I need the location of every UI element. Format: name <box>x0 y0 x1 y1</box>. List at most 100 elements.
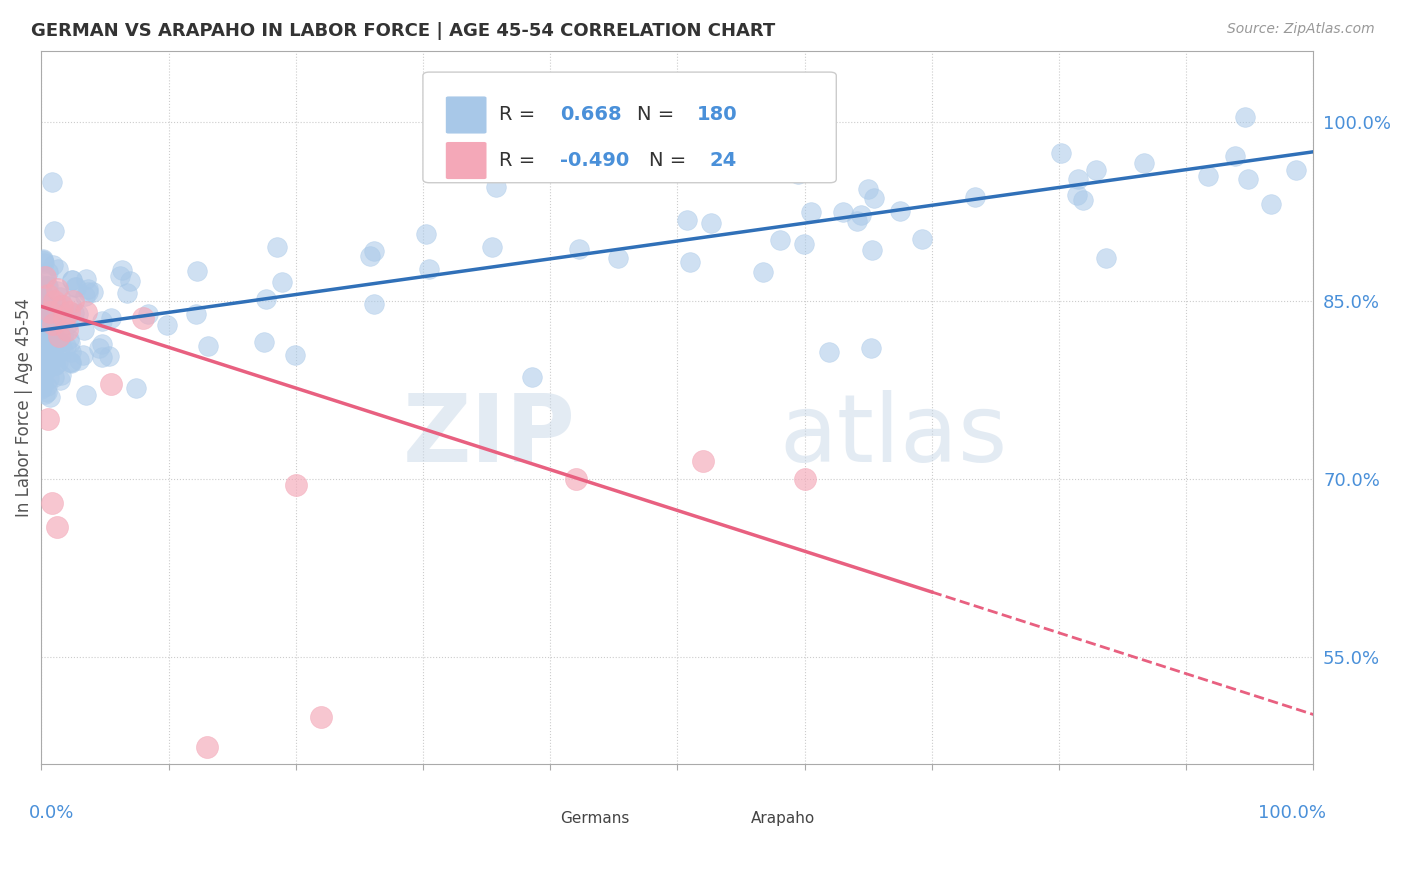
Point <box>1132 156 1154 170</box>
Point <box>30 325 52 339</box>
Point <box>34 269 56 284</box>
Point <box>32 326 55 340</box>
Point <box>77 285 100 299</box>
Point <box>679 255 702 269</box>
Point <box>63 306 86 320</box>
Text: ZIP: ZIP <box>402 390 575 482</box>
Point <box>44 305 66 319</box>
Point <box>38 358 60 372</box>
FancyBboxPatch shape <box>446 96 486 134</box>
Point <box>73 289 96 303</box>
Point <box>793 237 815 252</box>
Point <box>607 251 630 265</box>
Point <box>37 279 59 293</box>
Point <box>35 379 58 393</box>
Point <box>100 376 122 391</box>
Point <box>90 314 112 328</box>
Point <box>568 242 591 256</box>
Point <box>60 273 83 287</box>
Point <box>31 380 53 394</box>
Point <box>42 350 65 364</box>
Point <box>800 205 823 219</box>
Point <box>520 369 543 384</box>
Point <box>415 227 437 241</box>
Point <box>76 282 98 296</box>
Point <box>418 261 440 276</box>
Point <box>256 292 278 306</box>
Point <box>42 318 65 332</box>
Point <box>1236 171 1258 186</box>
Point <box>58 332 80 346</box>
Text: 0.668: 0.668 <box>560 105 621 125</box>
FancyBboxPatch shape <box>713 805 747 830</box>
Point <box>270 275 292 289</box>
Point <box>59 355 82 369</box>
Text: Germans: Germans <box>560 811 630 825</box>
Text: GERMAN VS ARAPAHO IN LABOR FORCE | AGE 45-54 CORRELATION CHART: GERMAN VS ARAPAHO IN LABOR FORCE | AGE 4… <box>31 22 775 40</box>
Point <box>72 348 94 362</box>
Point <box>63 280 86 294</box>
Point <box>37 351 59 365</box>
Point <box>115 285 138 300</box>
Point <box>1085 162 1108 177</box>
Point <box>195 739 218 754</box>
Point <box>48 329 70 343</box>
Point <box>38 371 60 385</box>
Point <box>37 279 59 293</box>
Point <box>60 356 83 370</box>
Point <box>39 311 62 326</box>
Point <box>846 213 869 227</box>
Point <box>1073 193 1095 207</box>
Point <box>1067 172 1090 186</box>
Point <box>44 358 66 372</box>
Point <box>31 364 53 378</box>
Point <box>49 373 72 387</box>
Point <box>42 258 65 272</box>
Point <box>34 308 56 322</box>
Point <box>1197 169 1219 183</box>
Point <box>89 341 111 355</box>
Point <box>30 303 52 318</box>
Point <box>98 349 121 363</box>
Point <box>1285 163 1308 178</box>
Point <box>692 454 714 468</box>
Point <box>1234 110 1257 124</box>
Point <box>45 333 67 347</box>
Point <box>34 327 56 342</box>
Point <box>787 167 810 181</box>
Point <box>42 325 65 339</box>
Point <box>31 320 53 334</box>
Point <box>31 318 53 333</box>
Point <box>125 381 148 395</box>
Point <box>34 270 56 285</box>
Point <box>363 244 385 258</box>
Point <box>90 337 112 351</box>
Point <box>856 182 879 196</box>
Point <box>46 355 69 369</box>
Point <box>1223 149 1246 163</box>
Point <box>46 300 69 314</box>
Point <box>41 303 63 318</box>
Point <box>41 329 63 343</box>
Point <box>34 295 56 310</box>
Text: atlas: atlas <box>779 390 1007 482</box>
Point <box>30 311 52 326</box>
Point <box>30 307 52 321</box>
Point <box>32 252 55 266</box>
Text: 24: 24 <box>709 151 737 170</box>
Point <box>31 302 53 317</box>
Point <box>32 254 55 268</box>
Point <box>751 265 773 279</box>
Point <box>45 282 67 296</box>
Point <box>55 339 77 353</box>
Point <box>963 190 986 204</box>
Point <box>793 472 815 486</box>
Point <box>1260 197 1282 211</box>
Point <box>32 253 55 268</box>
Point <box>37 287 59 301</box>
Point <box>60 344 83 359</box>
Point <box>59 336 82 351</box>
Point <box>37 304 59 318</box>
Y-axis label: In Labor Force | Age 45-54: In Labor Force | Age 45-54 <box>15 298 32 517</box>
Point <box>186 264 208 278</box>
